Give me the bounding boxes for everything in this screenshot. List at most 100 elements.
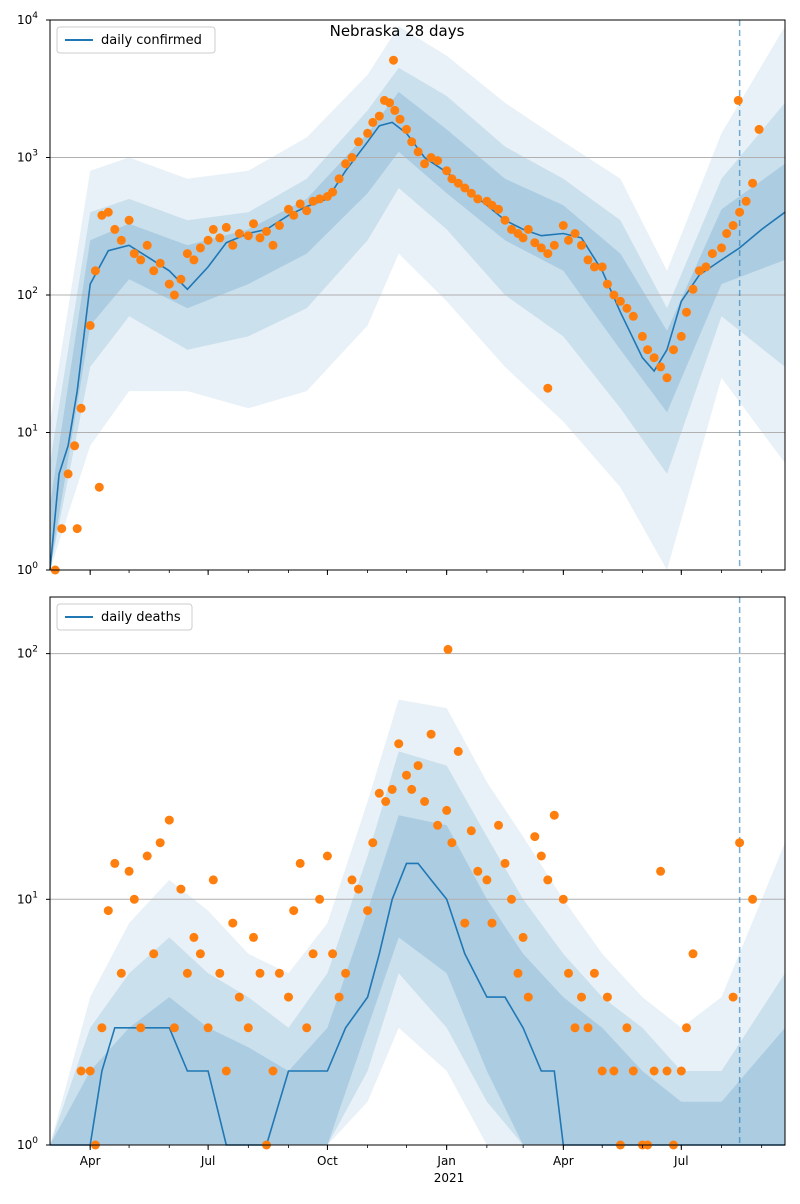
- data-point: [407, 137, 417, 147]
- data-point: [368, 117, 378, 127]
- data-point: [284, 992, 293, 1002]
- data-point: [482, 875, 492, 885]
- data-point: [176, 274, 186, 284]
- data-point: [543, 383, 553, 393]
- data-point: [155, 258, 165, 268]
- data-point: [328, 187, 338, 197]
- data-point: [274, 221, 284, 230]
- data-point: [487, 918, 497, 928]
- uncertainty-band-outer: [50, 699, 785, 1145]
- data-point: [164, 279, 174, 289]
- data-point: [208, 224, 218, 234]
- data-point: [308, 949, 318, 959]
- data-point: [500, 215, 510, 225]
- data-point: [507, 224, 516, 234]
- data-point: [255, 968, 265, 978]
- data-point: [622, 1023, 632, 1033]
- legend-box: [56, 603, 193, 631]
- data-point: [110, 224, 120, 234]
- data-point: [549, 240, 559, 250]
- data-point: [142, 240, 152, 250]
- data-point: [195, 949, 205, 959]
- y-tick-label: 102: [17, 286, 38, 302]
- data-point: [129, 249, 139, 259]
- x-tick-label: Jul: [673, 1154, 688, 1168]
- data-point: [76, 1066, 86, 1076]
- data-point: [413, 761, 423, 771]
- data-point: [374, 788, 384, 798]
- data-point: [110, 858, 120, 868]
- data-point: [195, 243, 205, 253]
- data-point: [395, 114, 405, 124]
- data-point: [85, 321, 95, 330]
- confirmed-panel: 100 101 102 103 104 daily confirmed: [17, 11, 786, 577]
- data-point: [189, 255, 199, 265]
- data-point: [523, 224, 533, 234]
- data-point: [334, 174, 344, 184]
- data-point: [500, 858, 510, 868]
- data-point: [602, 992, 612, 1002]
- data-point: [363, 128, 373, 138]
- data-point: [536, 243, 546, 253]
- data-point: [149, 266, 159, 276]
- legend: daily deaths: [56, 603, 193, 631]
- data-point: [124, 866, 134, 876]
- data-point: [234, 992, 244, 1002]
- x-tick-label: Jul: [200, 1154, 215, 1168]
- data-point: [215, 233, 225, 243]
- data-point: [249, 932, 258, 942]
- uncertainty-band-outer: [50, 26, 785, 571]
- data-point: [609, 1066, 619, 1076]
- data-point: [676, 1066, 686, 1076]
- legend-box: [56, 26, 216, 54]
- data-point: [735, 207, 745, 217]
- chart-title: Nebraska 28 days: [330, 22, 465, 40]
- data-point: [268, 240, 278, 250]
- data-point: [728, 992, 738, 1002]
- data-point: [103, 906, 113, 916]
- data-point: [221, 1066, 231, 1076]
- data-point: [643, 345, 653, 355]
- data-point: [735, 838, 745, 848]
- data-point: [564, 968, 573, 978]
- y-tick-label: 103: [17, 149, 38, 165]
- data-point: [733, 95, 743, 105]
- data-point: [688, 284, 698, 294]
- y-tick-label: 100: [17, 561, 38, 577]
- data-point: [466, 826, 476, 836]
- data-point: [295, 199, 305, 209]
- data-point: [460, 183, 470, 193]
- data-point: [649, 353, 659, 363]
- data-point: [442, 166, 452, 176]
- data-point: [328, 949, 338, 959]
- data-point: [124, 215, 134, 225]
- data-point: [722, 229, 732, 238]
- legend: daily confirmed: [56, 26, 216, 54]
- data-point: [570, 1023, 580, 1033]
- data-point: [460, 918, 470, 928]
- data-point: [97, 1023, 107, 1033]
- data-point: [289, 906, 299, 916]
- data-point: [389, 55, 398, 65]
- y-tick-label: 102: [17, 645, 38, 661]
- data-point: [628, 1066, 638, 1076]
- data-point: [402, 124, 411, 134]
- data-point: [688, 949, 698, 959]
- uncertainty-band-inner: [50, 815, 785, 1145]
- data-point: [433, 820, 443, 830]
- data-point: [381, 797, 391, 806]
- data-point: [142, 851, 152, 861]
- data-point: [518, 233, 528, 243]
- data-point: [341, 968, 351, 978]
- data-point: [103, 207, 113, 217]
- data-point: [203, 235, 213, 245]
- data-point: [543, 249, 553, 259]
- data-point: [570, 229, 580, 238]
- data-point: [155, 838, 165, 848]
- y-tick-label: 100: [17, 1136, 38, 1152]
- data-point: [564, 235, 573, 245]
- data-point: [315, 194, 325, 204]
- x-tick-label: Jan: [436, 1154, 456, 1168]
- data-point: [558, 221, 568, 230]
- data-point: [374, 111, 384, 121]
